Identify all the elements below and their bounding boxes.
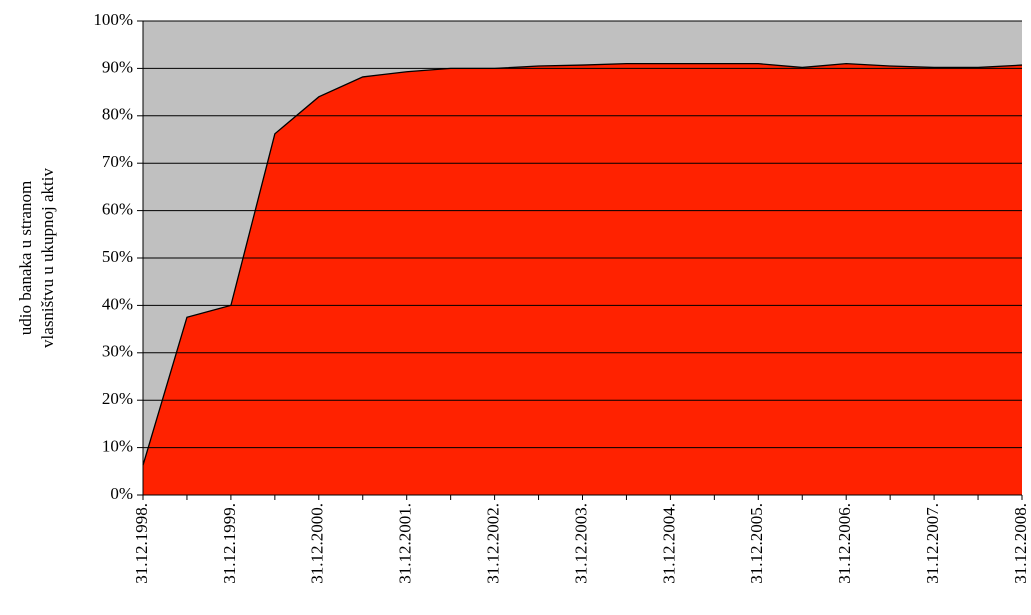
y-axis-label: vlasništvu u ukupnoj aktiv [38, 168, 57, 348]
x-tick-label: 31.12.2004. [659, 503, 678, 584]
y-tick-label: 50% [102, 247, 133, 266]
x-tick-label: 31.12.2001. [396, 503, 415, 584]
x-tick-label: 31.12.2003. [571, 503, 590, 584]
y-tick-label: 80% [102, 105, 133, 124]
x-tick-label: 31.12.1998. [132, 503, 151, 584]
y-tick-label: 60% [102, 200, 133, 219]
y-tick-label: 40% [102, 294, 133, 313]
y-tick-label: 20% [102, 389, 133, 408]
x-tick-label: 31.12.2008. [1011, 503, 1030, 584]
x-tick-label: 31.12.2000. [308, 503, 327, 584]
area-outline [142, 63, 1023, 466]
x-tick-label: 31.12.2007. [923, 503, 942, 584]
x-tick-label: 31.12.2002. [484, 503, 503, 584]
y-axis-label: udio banaka u stranom [16, 181, 35, 335]
y-tick-label: 70% [102, 152, 133, 171]
y-tick-label: 90% [102, 57, 133, 76]
y-tick-label: 10% [102, 437, 133, 456]
x-tick-label: 31.12.1999. [220, 503, 239, 584]
y-tick-label: 30% [102, 342, 133, 361]
area [143, 63, 1022, 495]
x-tick-label: 31.12.2006. [835, 503, 854, 584]
y-tick-label: 0% [110, 484, 133, 503]
y-tick-label: 100% [93, 10, 133, 29]
x-tick-label: 31.12.2005. [747, 503, 766, 584]
